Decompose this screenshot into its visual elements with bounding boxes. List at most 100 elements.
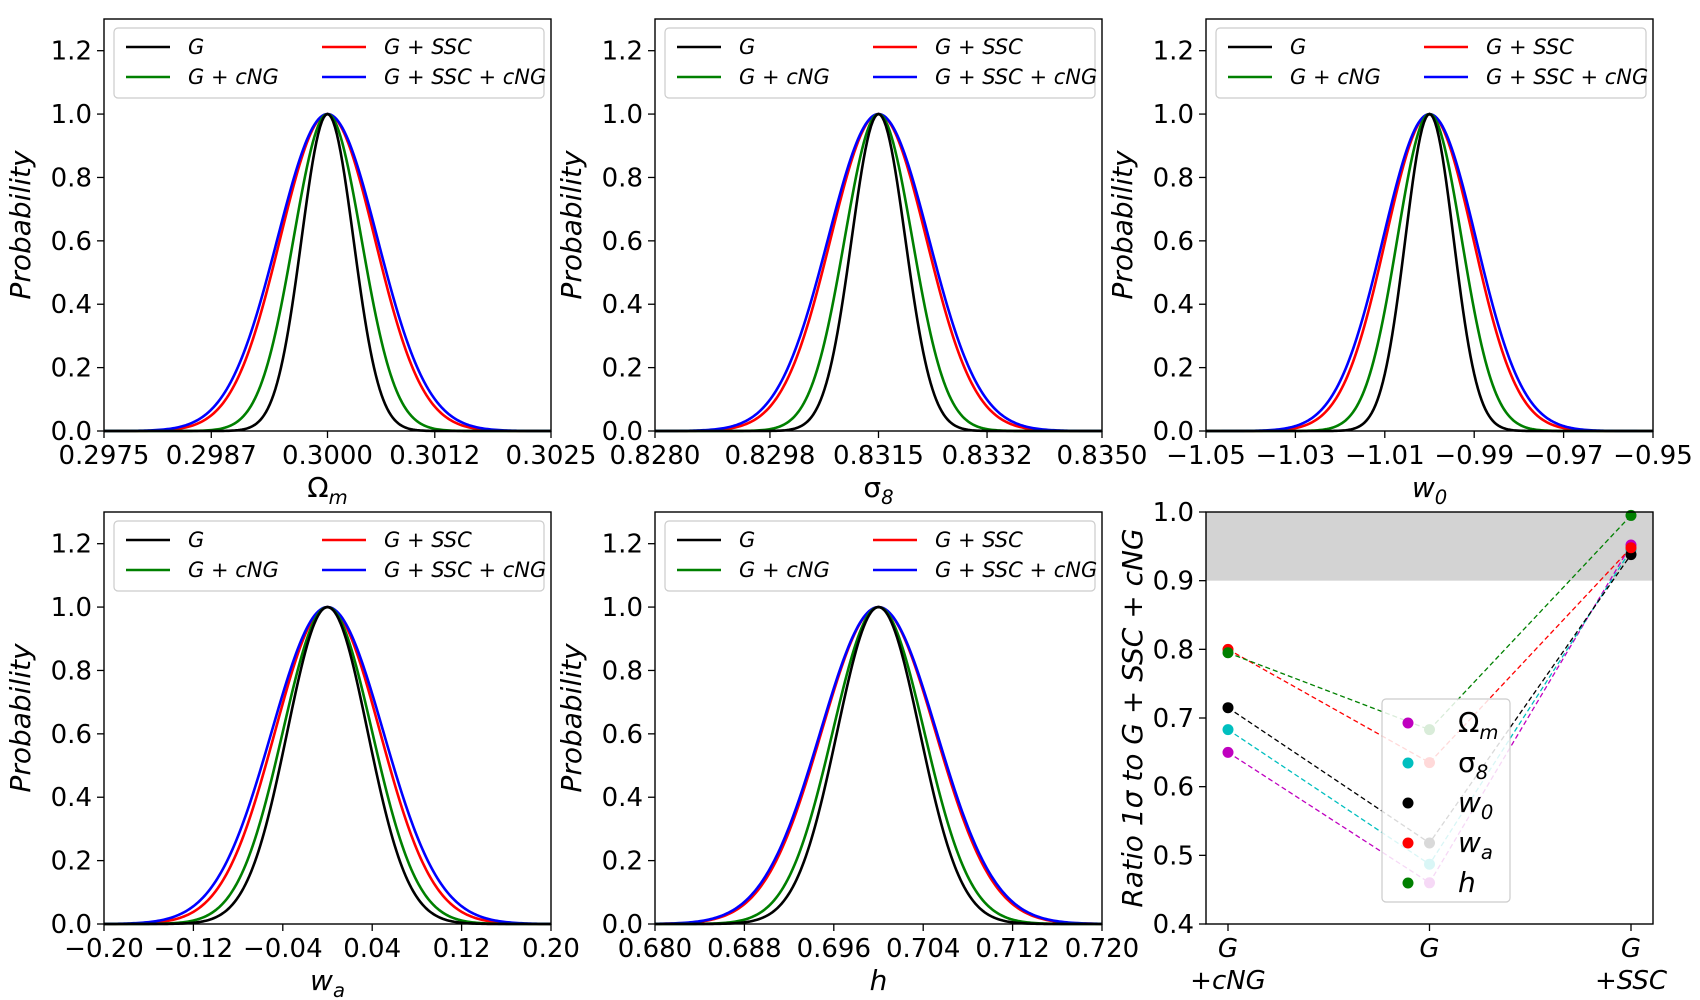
- panel-sigma-8: 0.0 0.2 0.4 0.6 0.8 1.0 1.2 0.8280 0.8298 0.8315 0…: [555, 18, 1148, 509]
- legend-marker--8: [1402, 757, 1414, 769]
- y-tick-label: 0.6: [602, 227, 643, 257]
- y-tick-label: 0.9: [1153, 567, 1194, 597]
- x-tick-label: 0.8298: [724, 441, 815, 471]
- legend-label-g-ssc: G + SSC: [1486, 35, 1574, 59]
- x-tick-label: −0.99: [1434, 441, 1514, 471]
- panel-w-a: 0.0 0.2 0.4 0.6 0.8 1.0 1.2 −0.20 −0.12 −0.04 0.04…: [4, 511, 580, 1000]
- curve-g-ssc: [103, 112, 552, 433]
- curve-g: [104, 112, 551, 433]
- y-axis-label: Probability: [555, 150, 588, 300]
- axes-frame: [654, 511, 1103, 925]
- x-tick-label: G +cNG: [1190, 934, 1266, 996]
- curve-g: [1206, 112, 1653, 433]
- panel-ratio: 0.4 0.5 0.6 0.7 0.8 0.9 1.0 G +cNG G G +SSC Ratio 1σ…: [1116, 498, 1668, 996]
- x-axis-label: w0: [1412, 471, 1447, 509]
- x-axis-label: h: [870, 964, 888, 997]
- legend-box: [664, 520, 1096, 592]
- x-tick-label: 0.3000: [282, 441, 373, 471]
- panel-h: 0.0 0.2 0.4 0.6 0.8 1.0 1.2 0.680 0.688 0.696 0.70…: [555, 511, 1139, 997]
- y-tick-label: 1.2: [51, 530, 92, 560]
- axes-frame: [103, 511, 552, 925]
- panel-w-0: 0.0 0.2 0.4 0.6 0.8 1.0 1.2 −1.05 −1.03 −1.01 −0.9…: [1106, 18, 1693, 509]
- legend-label-g-ssc: G + SSC: [384, 528, 472, 552]
- x-tick-label: −1.03: [1256, 441, 1336, 471]
- x-tick-label: 0.12: [433, 934, 491, 964]
- y-tick-label: 0.0: [1153, 417, 1194, 447]
- ratio-point--8: [1222, 724, 1234, 736]
- x-tick-label: −1.01: [1345, 441, 1425, 471]
- panel-omega-m: 0.0 0.2 0.4 0.6 0.8 1.0 1.2 0.2975 0.2987 0.3000 0…: [4, 18, 596, 509]
- y-tick-label: 1.0: [1153, 498, 1194, 528]
- x-tick-label: 0.8315: [833, 441, 924, 471]
- x-tick-label: 0.712: [975, 934, 1049, 964]
- y-tick-label: 0.4: [1153, 910, 1194, 940]
- x-tick-label: G +SSC: [1595, 934, 1668, 996]
- y-tick-label: 0.2: [51, 847, 92, 877]
- curve-g-cng: [655, 605, 1102, 926]
- x-tick-label: 0.04: [343, 934, 401, 964]
- y-tick-label: 0.8: [1153, 635, 1194, 665]
- legend-label-g-ssc: G + SSC: [384, 35, 472, 59]
- y-tick-label: 0.8: [602, 656, 643, 686]
- legend-label-g: G: [739, 528, 755, 552]
- legend-label-w-0: w0: [1458, 786, 1493, 824]
- legend-label-g-ssc: G + SSC: [935, 35, 1023, 59]
- y-tick-label: 0.0: [51, 417, 92, 447]
- y-tick-label: 0.6: [51, 227, 92, 257]
- x-tick-label: 0.2975: [59, 441, 150, 471]
- y-tick-label: 0.6: [1153, 227, 1194, 257]
- legend-label--8: σ8: [1458, 746, 1488, 784]
- y-tick-label: 0.8: [602, 163, 643, 193]
- x-tick-label: 0.720: [1065, 934, 1139, 964]
- curve-g: [655, 605, 1102, 926]
- y-tick-label: 0.0: [51, 910, 92, 940]
- y-tick-label: 0.4: [1153, 290, 1194, 320]
- ratio-point-h: [1222, 647, 1234, 659]
- legend: G G + cNG G + SSC G + SSC + cNG: [1215, 27, 1648, 99]
- y-tick-label: 1.0: [51, 593, 92, 623]
- legend-label-g-cng: G + cNG: [1290, 65, 1381, 89]
- x-tick-label: 0.8350: [1057, 441, 1148, 471]
- y-tick-label: 0.7: [1153, 704, 1194, 734]
- legend-label--m: Ωm: [1458, 706, 1499, 744]
- y-tick-label: 0.2: [602, 847, 643, 877]
- y-tick-label: 0.8: [51, 656, 92, 686]
- legend-label-g-ssc-cng: G + SSC + cNG: [935, 65, 1097, 89]
- legend-box: [113, 27, 545, 99]
- axes-frame: [1205, 18, 1654, 432]
- legend-label-g-cng: G + cNG: [188, 558, 279, 582]
- x-tick-label: −0.12: [154, 934, 234, 964]
- y-tick-label: 0.0: [602, 417, 643, 447]
- y-tick-label: 0.6: [1153, 773, 1194, 803]
- y-tick-label: 0.4: [602, 290, 643, 320]
- legend: G G + cNG G + SSC G + SSC + cNG: [113, 27, 546, 99]
- legend-marker-h: [1402, 877, 1414, 889]
- x-tick-label: 0.704: [886, 934, 960, 964]
- legend-label-g: G: [188, 528, 204, 552]
- ratio-line-w-a: [1227, 547, 1632, 764]
- legend-box: [113, 520, 545, 592]
- curve-g-ssc-cng: [654, 605, 1103, 926]
- y-tick-label: 0.6: [602, 720, 643, 750]
- legend: G G + cNG G + SSC G + SSC + cNG: [664, 520, 1097, 592]
- y-tick-label: 0.4: [51, 783, 92, 813]
- curve-g: [104, 605, 551, 926]
- y-axis-label: Ratio 1σ to G + SSC + cNG: [1116, 528, 1149, 907]
- legend-marker-w-a: [1402, 837, 1414, 849]
- y-tick-label: 0.2: [1153, 354, 1194, 384]
- legend-label-g: G: [739, 35, 755, 59]
- x-tick-label: −0.20: [64, 934, 144, 964]
- x-axis-label: Ωm: [307, 471, 348, 509]
- curve-g-ssc-cng: [103, 112, 552, 433]
- x-tick-label: 0.3012: [389, 441, 480, 471]
- legend-label-g: G: [1290, 35, 1306, 59]
- legend-marker--m: [1402, 717, 1414, 729]
- y-tick-label: 1.2: [602, 37, 643, 67]
- y-tick-label: 1.2: [602, 530, 643, 560]
- x-tick-label: 0.8280: [610, 441, 701, 471]
- legend: G G + cNG G + SSC G + SSC + cNG: [664, 27, 1097, 99]
- shaded-band: [1206, 512, 1653, 581]
- y-tick-label: 1.0: [51, 100, 92, 130]
- x-tick-label: 0.680: [618, 934, 692, 964]
